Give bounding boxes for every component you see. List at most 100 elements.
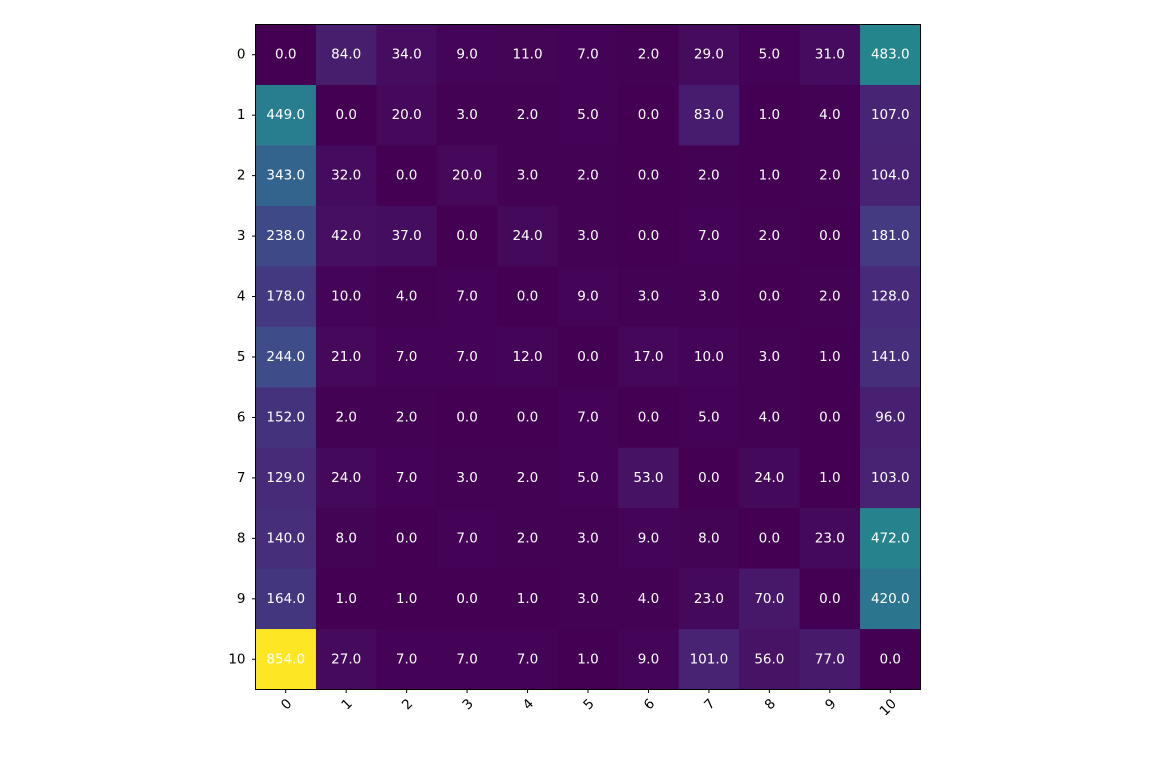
cell-value-r4-c7: 3.0 — [698, 289, 719, 305]
cell-value-r5-c4: 12.0 — [513, 349, 543, 365]
cell-value-r6-c1: 2.0 — [335, 409, 356, 425]
heatmap-cell-r9-c8 — [739, 568, 801, 630]
cell-value-r5-c2: 7.0 — [396, 349, 417, 365]
heatmap-cell-r4-c10 — [860, 266, 921, 328]
cell-value-r7-c5: 5.0 — [577, 470, 598, 486]
heatmap-cell-r6-c5 — [557, 387, 619, 449]
cell-value-r9-c1: 1.0 — [335, 591, 356, 607]
heatmap-cell-r2-c3 — [436, 145, 498, 207]
heatmap-cell-r7-c4 — [497, 447, 559, 509]
heatmap-cell-r3-c6 — [618, 205, 680, 267]
cell-value-r3-c6: 0.0 — [638, 228, 659, 244]
cell-value-r1-c3: 3.0 — [456, 107, 477, 123]
cell-value-r5-c0: 244.0 — [266, 349, 305, 365]
cell-value-r10-c7: 101.0 — [690, 651, 729, 667]
cell-value-r6-c6: 0.0 — [638, 409, 659, 425]
heatmap-cell-r8-c1 — [315, 508, 377, 570]
heatmap-cell-r4-c8 — [739, 266, 801, 328]
heatmap-cell-r10-c5 — [557, 629, 619, 690]
cell-value-r8-c8: 0.0 — [759, 530, 780, 546]
heatmap-cell-r3-c0 — [255, 205, 317, 267]
cell-value-r9-c0: 164.0 — [266, 591, 305, 607]
cell-value-r2-c3: 20.0 — [452, 168, 482, 184]
heatmap-cell-r10-c1 — [315, 629, 377, 690]
heatmap-cell-r6-c10 — [860, 387, 921, 449]
heatmap-cell-r1-c0 — [255, 84, 317, 146]
heatmap-cell-r8-c10 — [860, 508, 921, 570]
cell-value-r9-c5: 3.0 — [577, 591, 598, 607]
heatmap-cell-r0-c1 — [315, 24, 377, 86]
heatmap-cell-r7-c1 — [315, 447, 377, 509]
y-tick-label-5: 5 — [237, 349, 246, 365]
heatmap-cell-r5-c10 — [860, 326, 921, 388]
heatmap-cell-r4-c6 — [618, 266, 680, 328]
heatmap-cell-r2-c0 — [255, 145, 317, 207]
cell-value-r6-c0: 152.0 — [266, 409, 305, 425]
cell-value-r7-c2: 7.0 — [396, 470, 417, 486]
heatmap-cell-r7-c2 — [376, 447, 438, 509]
heatmap-cell-r8-c7 — [678, 508, 740, 570]
heatmap-cell-r1-c6 — [618, 84, 680, 146]
heatmap-cell-r0-c2 — [376, 24, 438, 86]
cell-value-r4-c6: 3.0 — [638, 289, 659, 305]
cell-value-r0-c3: 9.0 — [456, 47, 477, 63]
cell-value-r5-c9: 1.0 — [819, 349, 840, 365]
heatmap-cell-r9-c3 — [436, 568, 498, 630]
cell-value-r6-c8: 4.0 — [759, 409, 780, 425]
cell-value-r0-c6: 2.0 — [638, 47, 659, 63]
cell-value-r0-c0: 0.0 — [275, 47, 296, 63]
cell-value-r10-c1: 27.0 — [331, 651, 361, 667]
x-tick-label-8: 8 — [762, 696, 779, 713]
cell-value-r9-c4: 1.0 — [517, 591, 538, 607]
heatmap-cell-r9-c2 — [376, 568, 438, 630]
cell-value-r4-c9: 2.0 — [819, 289, 840, 305]
y-tick-label-1: 1 — [237, 107, 246, 123]
cell-value-r10-c0: 854.0 — [266, 651, 305, 667]
heatmap-cell-r8-c8 — [739, 508, 801, 570]
y-tick-label-10: 10 — [228, 651, 245, 667]
cell-value-r8-c0: 140.0 — [266, 530, 305, 546]
heatmap-cell-r9-c10 — [860, 568, 921, 630]
heatmap-cell-r0-c4 — [497, 24, 559, 86]
heatmap-cell-r4-c4 — [497, 266, 559, 328]
cell-value-r10-c9: 77.0 — [815, 651, 845, 667]
cell-value-r8-c5: 3.0 — [577, 530, 598, 546]
heatmap-cell-r10-c8 — [739, 629, 801, 690]
heatmap-cell-labels: 0.0 84.0 34.0 9.0 11.0 7.0 2.0 29.0 5.0 31.0 483.0… — [266, 47, 909, 668]
heatmap-cell-r7-c10 — [860, 447, 921, 509]
heatmap-cell-r10-c2 — [376, 629, 438, 690]
cell-value-r8-c4: 2.0 — [517, 530, 538, 546]
x-tick-label-0: 0 — [278, 696, 295, 713]
heatmap-cell-r5-c6 — [618, 326, 680, 388]
heatmap-cell-r9-c7 — [678, 568, 740, 630]
heatmap-cell-r0-c8 — [739, 24, 801, 86]
cell-value-r2-c6: 0.0 — [638, 168, 659, 184]
heatmap-cell-r10-c9 — [799, 629, 861, 690]
heatmap-cell-r5-c3 — [436, 326, 498, 388]
heatmap-cell-r8-c4 — [497, 508, 559, 570]
cell-value-r8-c9: 23.0 — [815, 530, 845, 546]
cell-value-r4-c1: 10.0 — [331, 289, 361, 305]
heatmap-cell-r9-c9 — [799, 568, 861, 630]
cell-value-r1-c6: 0.0 — [638, 107, 659, 123]
cell-value-r8-c7: 8.0 — [698, 530, 719, 546]
heatmap-cell-r3-c10 — [860, 205, 921, 267]
x-axis: 0 1 2 3 4 5 6 7 8 9 10 — [278, 689, 900, 719]
cell-value-r5-c3: 7.0 — [456, 349, 477, 365]
cell-value-r2-c10: 104.0 — [871, 168, 910, 184]
heatmap-cell-r9-c6 — [618, 568, 680, 630]
cell-value-r5-c8: 3.0 — [759, 349, 780, 365]
cell-value-r9-c10: 420.0 — [871, 591, 910, 607]
heatmap-cell-r1-c7 — [678, 84, 740, 146]
cell-value-r8-c3: 7.0 — [456, 530, 477, 546]
heatmap-cell-r1-c1 — [315, 84, 377, 146]
cell-value-r5-c10: 141.0 — [871, 349, 910, 365]
heatmap-cells — [255, 24, 921, 690]
heatmap-cell-r5-c5 — [557, 326, 619, 388]
y-tick-label-0: 0 — [237, 47, 246, 63]
cell-value-r1-c0: 449.0 — [266, 107, 305, 123]
cell-value-r5-c1: 21.0 — [331, 349, 361, 365]
heatmap-cell-r10-c6 — [618, 629, 680, 690]
heatmap-cell-r5-c1 — [315, 326, 377, 388]
cell-value-r3-c0: 238.0 — [266, 228, 305, 244]
